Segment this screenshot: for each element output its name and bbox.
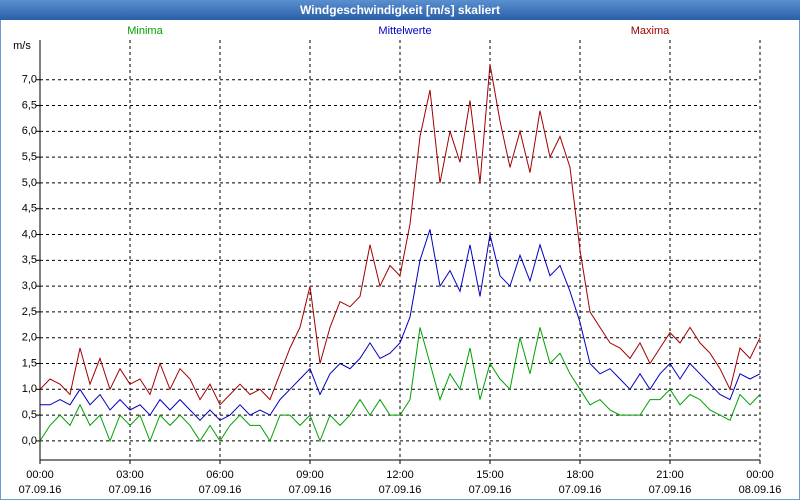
y-tick-label: 1,5	[22, 357, 37, 369]
x-tick-label: 03:00	[116, 469, 144, 481]
x-tick-date: 07.09.16	[379, 484, 422, 496]
y-tick-label: 0,5	[22, 409, 37, 421]
y-tick-label: 6,5	[22, 99, 37, 111]
title-bar	[0, 0, 800, 20]
x-tick-date: 08.09.16	[739, 484, 782, 496]
x-tick-label: 21:00	[656, 469, 684, 481]
y-tick-label: 1,0	[22, 383, 37, 395]
y-tick-label: 3,0	[22, 280, 37, 292]
y-tick-label: 3,5	[22, 254, 37, 266]
x-tick-date: 07.09.16	[559, 484, 602, 496]
legend-entry: Maxima	[631, 25, 670, 37]
x-tick-date: 07.09.16	[289, 484, 332, 496]
legend-entry: Mittelwerte	[378, 25, 431, 37]
x-tick-label: 06:00	[206, 469, 234, 481]
x-tick-label: 12:00	[386, 469, 414, 481]
x-tick-label: 15:00	[476, 469, 504, 481]
x-tick-date: 07.09.16	[469, 484, 512, 496]
series-line	[39, 327, 761, 443]
x-tick-label: 18:00	[566, 469, 594, 481]
y-unit: m/s	[13, 40, 31, 52]
x-tick-date: 07.09.16	[649, 484, 692, 496]
y-tick-label: 5,5	[22, 151, 37, 163]
x-tick-date: 07.09.16	[199, 484, 242, 496]
x-tick-label: 00:00	[26, 469, 54, 481]
y-tick-label: 2,5	[22, 306, 37, 318]
y-tick-label: 4,0	[22, 228, 37, 240]
y-tick-label: 6,0	[22, 125, 37, 137]
x-tick-label: 09:00	[296, 469, 324, 481]
y-tick-label: 5,0	[22, 177, 37, 189]
series-line	[40, 229, 761, 422]
series-line	[39, 64, 761, 406]
y-tick-label: 2,0	[22, 332, 37, 344]
y-tick-label: 0,0	[22, 435, 37, 447]
chart-title: Windgeschwindigkeit [m/s] skaliert	[300, 3, 500, 17]
x-tick-date: 07.09.16	[19, 484, 62, 496]
x-tick-label: 00:00	[746, 469, 774, 481]
legend-entry: Minima	[127, 25, 163, 37]
y-tick-label: 4,5	[22, 203, 37, 215]
y-tick-label: 7,0	[22, 74, 37, 86]
x-tick-date: 07.09.16	[109, 484, 152, 496]
